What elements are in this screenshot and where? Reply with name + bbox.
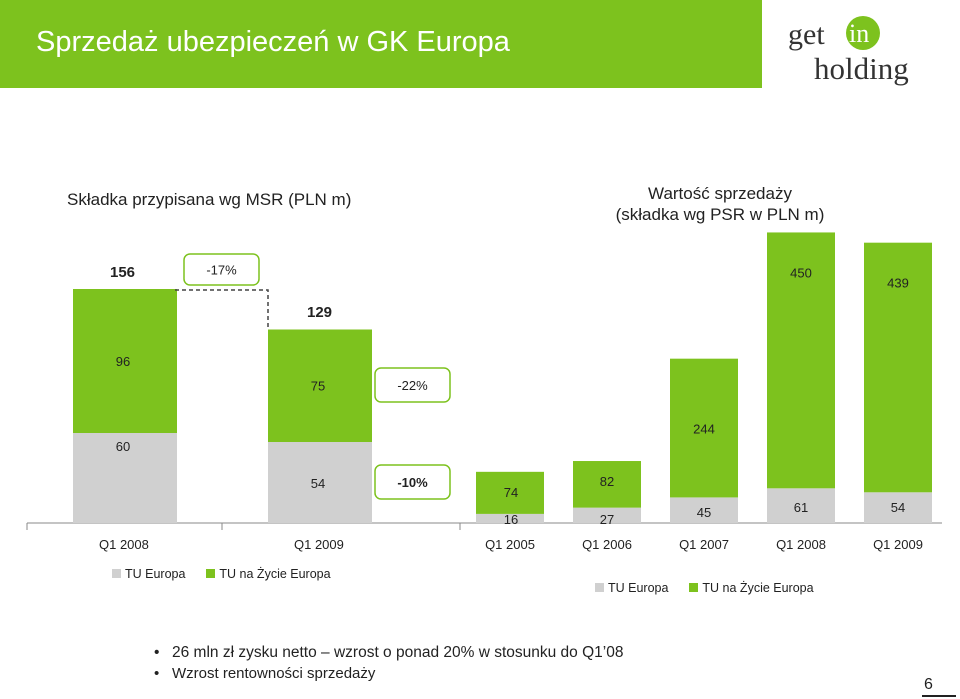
bar-tu-europa [476, 513, 544, 523]
legend-label-tu-zycie: TU na Życie Europa [219, 566, 331, 581]
x-tick-label: Q1 2008 [776, 537, 826, 552]
total-label: 156 [110, 264, 135, 281]
change-badge [374, 367, 451, 403]
header-bar: Sprzedaż ubezpieczeń w GK Europa [0, 0, 762, 88]
left-chart-legend: TU Europa TU na Życie Europa [112, 566, 331, 581]
bar-tu-zycie [767, 232, 835, 489]
legend-swatch-tu-europa [595, 583, 604, 593]
change-badge-label: -22% [397, 378, 428, 393]
bar-tu-zycie [670, 358, 738, 498]
bullet-item: • 26 mln zł zysku netto – wzrost o ponad … [154, 644, 624, 661]
bar-tu-europa [268, 442, 372, 523]
change-badge [374, 464, 451, 500]
data-label-tu-europa: 54 [891, 500, 905, 515]
legend-label-tu-zycie: TU na Życie Europa [702, 580, 814, 595]
getin-holding-logo-icon: get in holding [788, 16, 909, 86]
data-label-tu-europa: 45 [697, 505, 711, 520]
right-chart-title-line2: (składka wg PSR w PLN m) [615, 205, 825, 224]
data-label-tu-zycie: 75 [311, 379, 325, 394]
bar-tu-europa [73, 433, 177, 523]
total-label: 129 [307, 304, 332, 321]
bar-tu-zycie [573, 461, 641, 508]
logo-text-in: in [849, 19, 869, 48]
x-tick-label: Q1 2007 [679, 537, 729, 552]
data-label-tu-europa: 27 [600, 512, 614, 527]
change-badge-label: -10% [397, 475, 428, 490]
bar-tu-europa [864, 492, 932, 523]
left-chart-title: Składka przypisana wg MSR (PLN m) [67, 190, 352, 209]
data-label-tu-zycie: 74 [504, 485, 518, 500]
bullet-text: 26 mln zł zysku netto – wzrost o ponad 2… [172, 644, 624, 661]
x-tick-label: Q1 2009 [873, 537, 923, 552]
legend-label-tu-europa: TU Europa [608, 580, 669, 595]
bullet-item: • Wzrost rentowności sprzedaży [154, 665, 376, 682]
data-label-tu-zycie: 244 [693, 422, 715, 437]
x-tick-label: Q1 2006 [582, 537, 632, 552]
x-tick-label: Q1 2005 [485, 537, 535, 552]
data-label-tu-zycie: 439 [887, 276, 909, 291]
right-chart-legend: TU Europa TU na Życie Europa [595, 580, 814, 595]
legend-label-tu-europa: TU Europa [125, 566, 186, 581]
data-label-tu-europa: 16 [504, 512, 518, 527]
logo-text-bottom: holding [814, 51, 909, 86]
bar-tu-zycie [268, 329, 372, 442]
legend-swatch-tu-zycie [689, 583, 699, 593]
data-label-tu-europa: 61 [794, 500, 808, 515]
legend-swatch-tu-zycie [206, 569, 216, 579]
x-tick-label: Q1 2009 [294, 537, 344, 552]
left-bar-chart: 60 96 Q1 2008 54 75 Q1 2009 156 129 -17% -22% -10% [26, 253, 461, 552]
page-number: 6 [924, 676, 933, 693]
right-chart-title: Wartość sprzedaży (składka wg PSR w PLN … [560, 183, 880, 225]
bar-tu-zycie [476, 471, 544, 514]
company-logo: get in holding [762, 0, 960, 88]
bullet-text: Wzrost rentowności sprzedaży [172, 665, 376, 682]
logo-text-top: get [788, 18, 825, 51]
bar-tu-zycie [864, 242, 932, 493]
data-label-tu-europa: 54 [311, 476, 325, 491]
data-label-tu-zycie: 82 [600, 474, 614, 489]
right-bar-chart: 16 74 Q1 2005 27 82 Q1 2006 45 244 Q1 2007 61 450 Q… [460, 232, 942, 552]
bullet-list: • 26 mln zł zysku netto – wzrost o ponad … [152, 642, 623, 684]
bar-tu-europa [670, 497, 738, 523]
logo-circle [846, 16, 880, 50]
page-title: Sprzedaż ubezpieczeń w GK Europa [36, 26, 510, 58]
data-label-tu-zycie: 450 [790, 265, 812, 280]
legend-swatch-tu-europa [112, 569, 121, 579]
x-tick-label: Q1 2008 [99, 537, 149, 552]
data-label-tu-europa: 60 [116, 439, 130, 454]
data-label-tu-zycie: 96 [116, 354, 130, 369]
change-connector [175, 289, 269, 330]
bar-tu-europa [767, 488, 835, 523]
bar-tu-zycie [73, 289, 177, 433]
right-chart-title-line1: Wartość sprzedaży [648, 184, 792, 203]
bar-tu-europa [573, 507, 641, 523]
change-badge [183, 253, 260, 286]
page-number-underline [922, 695, 956, 697]
change-badge-label: -17% [206, 263, 237, 278]
